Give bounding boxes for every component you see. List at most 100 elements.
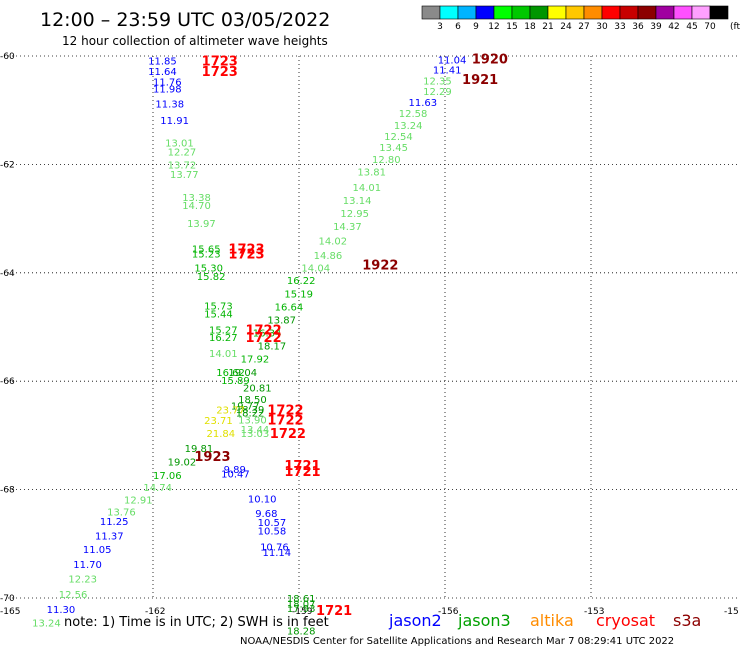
wave-height-value: 11.37 <box>95 532 124 543</box>
wave-height-value: 16.62 <box>216 368 245 379</box>
satellite-s3a: s3a <box>673 611 701 630</box>
wave-height-value: 10.58 <box>258 526 287 537</box>
wave-height-value: 14.70 <box>182 201 211 212</box>
wave-height-value: 12.95 <box>340 209 369 220</box>
wave-height-value: 12.58 <box>399 109 428 120</box>
wave-height-value: 12.56 <box>59 590 88 601</box>
colorbar-tick-label: 18 <box>524 22 536 32</box>
colorbar-tick-label: 24 <box>560 22 572 32</box>
wave-height-value: 11.76 <box>153 77 182 88</box>
wave-height-value: 13.45 <box>379 143 408 154</box>
pass-time-label: 1723 <box>202 65 238 80</box>
wave-height-value: 16.64 <box>275 302 304 313</box>
colorbar-swatch <box>691 5 711 20</box>
wave-height-value: 11.70 <box>73 560 102 571</box>
colorbar-swatch <box>457 5 477 20</box>
wave-height-value: 18.07 <box>287 599 316 610</box>
colorbar-swatch <box>547 5 567 20</box>
y-tick-label: -68 <box>0 486 15 496</box>
colorbar-swatch <box>565 5 585 20</box>
x-tick-label: -153 <box>584 607 604 617</box>
wave-height-value: 11.91 <box>160 116 189 127</box>
wave-height-value: 13.24 <box>32 618 61 629</box>
satellite-cryosat: cryosat <box>596 611 655 630</box>
wave-height-value: 10.47 <box>221 469 250 480</box>
wave-height-value: 17.93 <box>287 604 316 615</box>
wave-height-value: 19.04 <box>228 368 257 379</box>
wave-height-value: 14.01 <box>353 183 382 194</box>
wave-height-value: 13.87 <box>267 315 296 326</box>
wave-height-value: 10.76 <box>260 543 289 554</box>
footer-note: note: 1) Time is in UTC; 2) SWH is in fe… <box>64 615 329 630</box>
wave-height-value: 11.05 <box>83 545 112 556</box>
wave-height-value: 21.84 <box>207 429 236 440</box>
y-tick-label: -64 <box>0 269 15 279</box>
wave-height-value: 14.86 <box>314 251 343 262</box>
wave-height-value: 11.25 <box>100 517 129 528</box>
pass-time-label: 1722 <box>267 403 303 418</box>
wave-height-value: 13.38 <box>182 193 211 204</box>
y-tick-label: -70 <box>0 594 15 604</box>
wave-height-value: 11.04 <box>438 55 467 66</box>
wave-height-value: 12.91 <box>124 495 153 506</box>
colorbar-tick-label: 36 <box>632 22 644 32</box>
wave-height-value: 11.30 <box>47 605 76 616</box>
footer-credit: NOAA/NESDIS Center for Satellite Applica… <box>240 636 674 647</box>
wave-height-value: 19.81 <box>185 444 214 455</box>
wave-height-value: 15.19 <box>284 289 313 300</box>
pass-time-labels: 1723172317231723172217221722172217221721… <box>194 53 508 619</box>
wave-height-value: 11.38 <box>155 100 184 111</box>
wave-height-value: 17.06 <box>153 471 182 482</box>
wave-height-value: 13.90 <box>238 416 267 427</box>
wave-height-value: 11.64 <box>148 67 177 78</box>
wave-height-value: 19.02 <box>168 457 197 468</box>
colorbar-tick-label: 27 <box>578 22 589 32</box>
wave-height-value: 12.29 <box>423 87 452 98</box>
y-tick-label: -60 <box>0 52 15 62</box>
pass-time-label: 1722 <box>245 331 281 346</box>
colorbar-swatch <box>511 5 531 20</box>
colorbar-swatch <box>493 5 513 20</box>
wave-height-value: 16.34 <box>253 328 282 339</box>
wave-height-value: 14.01 <box>209 349 238 360</box>
wave-height-value: 17.92 <box>241 354 270 365</box>
wave-height-value: 13.14 <box>343 196 372 207</box>
colorbar-tick-label: 42 <box>668 22 679 32</box>
wave-height-value: 12.54 <box>384 132 413 143</box>
x-tick-label: -159 <box>292 607 313 617</box>
wave-height-value: 13.76 <box>107 507 136 518</box>
wave-height-value: 10.10 <box>248 494 277 505</box>
colorbar-unit: (ft) <box>730 22 740 32</box>
chart-title: 12:00 – 23:59 UTC 03/05/2022 <box>40 9 330 31</box>
colorbar-tick-label: 30 <box>596 22 608 32</box>
colorbar-tick-label: 15 <box>506 22 517 32</box>
wave-height-value: 19.77 <box>231 402 260 413</box>
pass-time-label: 1723 <box>228 242 264 257</box>
wave-height-value: 11.63 <box>409 98 438 109</box>
wave-height-value: 13.81 <box>357 167 386 178</box>
colorbar-swatch <box>655 5 675 20</box>
wave-height-value: 18.22 <box>236 409 265 420</box>
wave-height-value: 18.39 <box>236 405 265 416</box>
x-tick-label: -162 <box>145 607 165 617</box>
wave-height-value: 13.44 <box>241 425 270 436</box>
pass-time-label: 1722 <box>267 414 303 429</box>
pass-time-label: 1721 <box>284 465 320 480</box>
pass-time-label: 1923 <box>194 450 230 465</box>
wave-height-value: 15.89 <box>221 376 250 387</box>
wave-height-value: 18.50 <box>238 395 267 406</box>
colorbar-swatch <box>709 5 729 20</box>
wave-height-value: 13.77 <box>170 170 199 181</box>
wave-height-value: 20.81 <box>243 384 272 395</box>
colorbar-swatch <box>673 5 693 20</box>
pass-time-label: 1721 <box>284 459 320 474</box>
wave-height-value: 18.61 <box>287 594 316 605</box>
wave-height-value: 15.82 <box>197 272 226 283</box>
wave-height-value: 14.02 <box>318 236 347 247</box>
wave-height-value: 12.23 <box>68 574 97 585</box>
pass-time-label: 1722 <box>245 324 281 339</box>
pass-time-label: 1920 <box>472 53 508 68</box>
